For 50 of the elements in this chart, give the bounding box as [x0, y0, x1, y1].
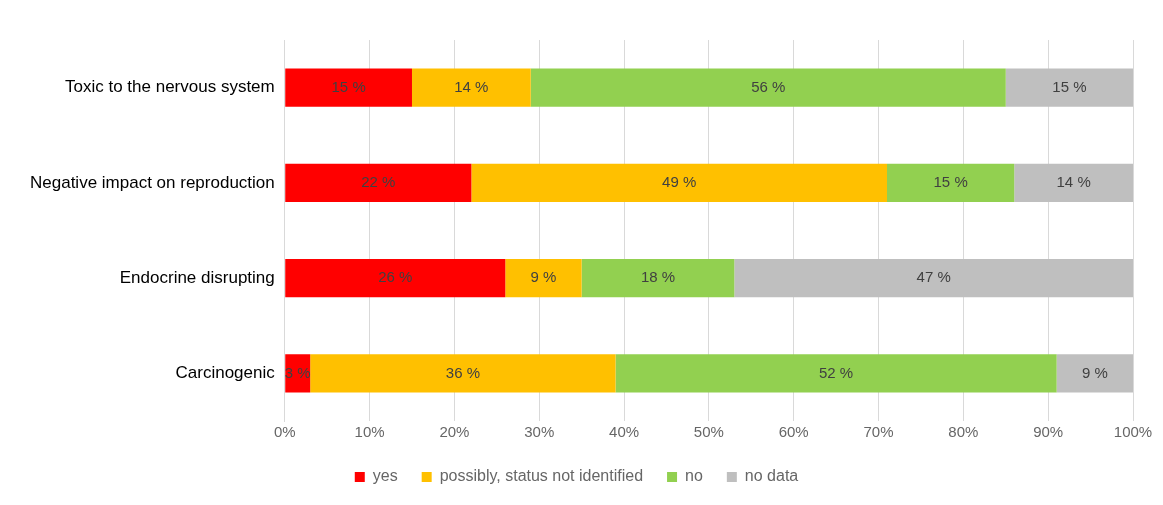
bar	[471, 163, 888, 202]
data-label: 15 %	[933, 173, 968, 191]
x-tick-label: 10%	[354, 423, 385, 441]
data-label: 15 %	[1052, 77, 1087, 95]
data-label: 14 %	[1056, 173, 1091, 191]
bar	[581, 259, 735, 298]
x-tick-label: 40%	[609, 423, 640, 441]
data-label: 49 %	[662, 173, 697, 191]
x-tick-label: 80%	[948, 423, 979, 441]
data-label: 56 %	[751, 77, 786, 95]
x-tick-label: 30%	[524, 423, 555, 441]
x-tick-label: 90%	[1033, 423, 1064, 441]
y-tick-label: Endocrine disrupting	[119, 267, 275, 287]
data-label: 3 %	[284, 363, 311, 381]
bar	[411, 68, 531, 107]
bar	[285, 259, 506, 298]
x-tick-label: 20%	[439, 423, 470, 441]
bar	[1056, 354, 1133, 393]
data-label: 47 %	[916, 268, 951, 286]
data-label: 36 %	[445, 363, 480, 381]
data-label: 52 %	[819, 363, 854, 381]
bar	[285, 163, 472, 202]
data-label: 9 %	[530, 268, 557, 286]
data-label: 22 %	[361, 173, 396, 191]
y-tick-label: Negative impact on reproduction	[30, 172, 275, 192]
data-label: 26 %	[378, 268, 413, 286]
x-tick-label: 0%	[273, 423, 296, 441]
legend-label: possibly, status not identified	[439, 467, 644, 485]
legend-label: no	[685, 467, 703, 485]
data-label: 9 %	[1081, 363, 1108, 381]
data-label: 15 %	[331, 77, 366, 95]
bar	[1014, 163, 1133, 202]
x-tick-label: 100%	[1113, 423, 1153, 441]
bar	[310, 354, 616, 393]
legend-label: yes	[372, 467, 398, 485]
bar	[285, 68, 412, 107]
bar	[887, 163, 1015, 202]
x-tick-label: 70%	[863, 423, 894, 441]
data-label: 14 %	[454, 77, 489, 95]
legend-label: no data	[744, 467, 799, 485]
y-tick-label: Carcinogenic	[175, 363, 276, 383]
data-label: 18 %	[640, 268, 676, 286]
bar	[505, 259, 582, 298]
y-tick-label: Toxic to the nervous system	[64, 77, 275, 97]
bar	[615, 354, 1057, 393]
bar	[530, 68, 1006, 107]
x-tick-label: 60%	[778, 423, 809, 441]
x-tick-label: 50%	[693, 423, 724, 441]
bar	[1005, 68, 1133, 107]
bar	[734, 259, 1133, 298]
